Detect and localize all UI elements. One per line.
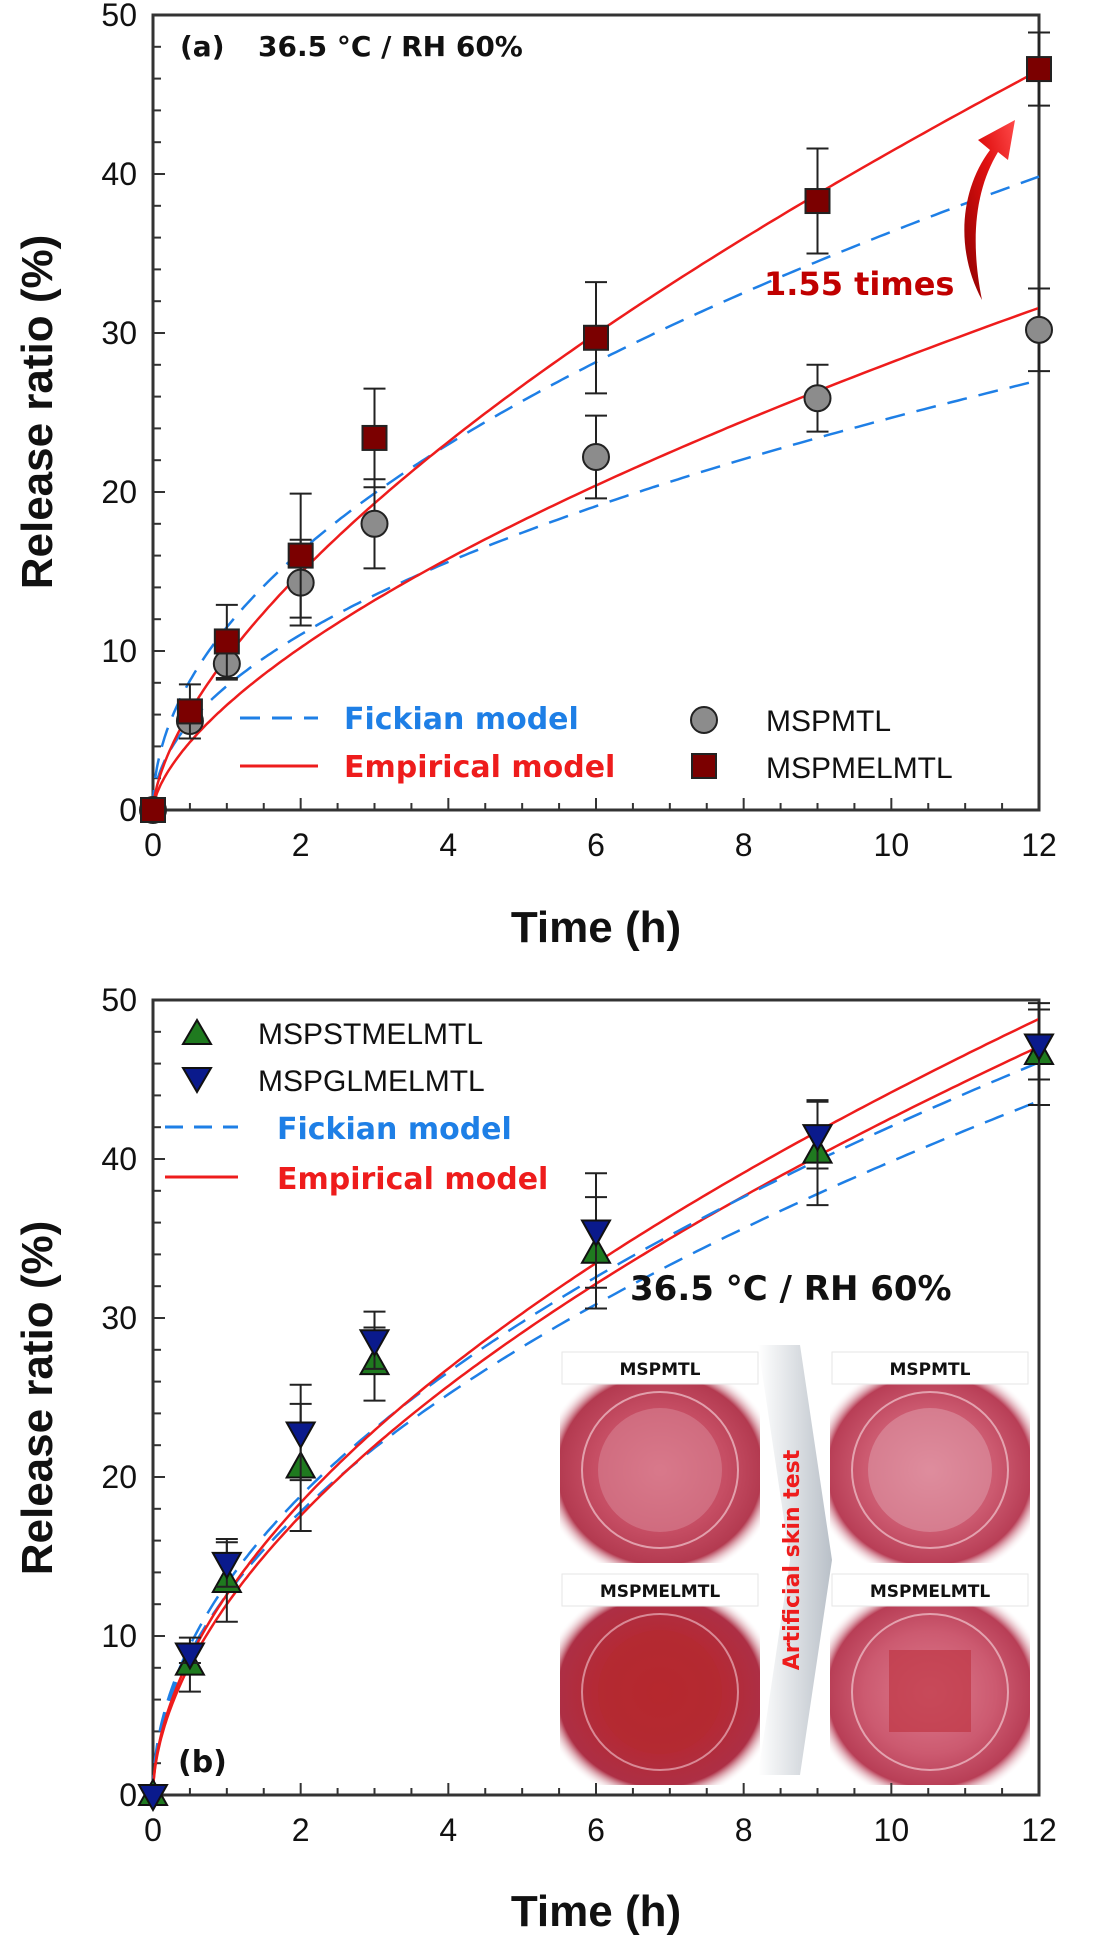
legend-triangle-up-marker xyxy=(181,1018,213,1045)
chart-b-plot-area: 0 10 20 30 40 50 0 2 4 6 8 10 12 xyxy=(101,982,1056,1848)
data-point-mspglmelmtl xyxy=(1023,1033,1055,1062)
y-tick-label: 10 xyxy=(101,1618,137,1654)
photo-label: MSPMELMTL xyxy=(870,1582,990,1602)
panel-label-a: (a) xyxy=(180,30,225,63)
photo-label: MSPMELMTL xyxy=(600,1582,720,1602)
legend-circle-marker xyxy=(690,706,718,734)
annotation-1-55-times: 1.55 times xyxy=(764,265,954,303)
legend-fickian-label: Fickian model xyxy=(344,702,579,737)
x-axis-title-b: Time (h) xyxy=(511,1887,681,1936)
legend-mspstmelmtl-label: MSPSTMELMTL xyxy=(258,1018,483,1051)
photo-mspmtl-after: MSPMTL xyxy=(830,1351,1030,1563)
x-tick-label: 4 xyxy=(439,1812,457,1848)
data-point-mspmelmtl xyxy=(213,628,240,655)
legend-a: Fickian model Empirical model MSPMTL MSP… xyxy=(240,702,953,785)
data-point-mspmtl xyxy=(582,443,610,472)
x-tick-label: 8 xyxy=(735,1812,753,1848)
photo-label: MSPMTL xyxy=(620,1360,701,1380)
x-tick-label: 12 xyxy=(1021,1812,1057,1848)
x-tick-label: 10 xyxy=(874,1812,910,1848)
chart-a-plot-area: 0 10 20 30 40 50 0 2 4 6 8 10 12 xyxy=(101,0,1056,863)
data-point-mspmelmtl xyxy=(804,188,831,215)
x-tick-label: 0 xyxy=(144,1812,162,1848)
data-point-mspglmelmtl xyxy=(358,1329,391,1358)
data-point-mspmtl xyxy=(1025,315,1053,344)
artificial-skin-test-label: Artificial skin test xyxy=(780,1449,805,1670)
x-tick-label: 12 xyxy=(1021,827,1057,863)
data-point-mspglmelmtl xyxy=(137,1784,169,1813)
y-tick-label: 50 xyxy=(101,0,137,33)
x-tick-label: 10 xyxy=(874,827,910,863)
data-point-mspglmelmtl xyxy=(580,1219,612,1248)
y-tick-label: 30 xyxy=(101,1300,137,1336)
x-tick-label: 0 xyxy=(144,827,162,863)
legend-mspmtl-label: MSPMTL xyxy=(766,705,891,738)
legend-square-marker xyxy=(691,753,717,779)
legend-mspmelmtl-label: MSPMELMTL xyxy=(766,752,953,785)
inset-photos: MSPMTL MSPMTL MSPMELMTL MS xyxy=(560,1345,1030,1785)
photo-mspmtl-before: MSPMTL xyxy=(560,1351,760,1563)
data-point-mspmelmtl xyxy=(287,542,314,569)
x-tick-label: 6 xyxy=(587,827,605,863)
data-point-mspmelmtl xyxy=(1026,56,1052,83)
data-point-mspglmelmtl xyxy=(284,1421,317,1450)
y-tick-label: 0 xyxy=(119,792,137,828)
photo-mspmelmtl-before: MSPMELMTL xyxy=(560,1573,760,1785)
legend-triangle-down-marker xyxy=(181,1067,213,1094)
data-point-mspmelmtl xyxy=(140,797,166,823)
x-tick-label: 2 xyxy=(292,1812,310,1848)
chart-a: 0 10 20 30 40 50 0 2 4 6 8 10 12 (a) 36.5 °C / RH 60… xyxy=(13,0,1057,952)
condition-label-b: 36.5 °C / RH 60% xyxy=(630,1269,952,1309)
fickian-curve-mspmtl xyxy=(151,379,1040,811)
fickian-curve-mspstmelmtl xyxy=(151,1099,1040,1796)
x-tick-label: 8 xyxy=(735,827,753,863)
plot-frame xyxy=(151,13,1041,812)
legend-mspglmelmtl-label: MSPGLMELMTL xyxy=(258,1065,485,1098)
curved-arrow-icon xyxy=(964,120,1015,300)
data-point-mspglmelmtl xyxy=(801,1124,834,1153)
photo-label: MSPMTL xyxy=(890,1360,971,1380)
legend-empirical-label: Empirical model xyxy=(344,750,615,785)
condition-label-a: 36.5 °C / RH 60% xyxy=(258,30,523,63)
y-tick-label: 20 xyxy=(101,474,137,510)
photo-mspmelmtl-after: MSPMELMTL xyxy=(830,1573,1030,1785)
y-tick-label: 40 xyxy=(101,156,137,192)
data-point-mspmelmtl xyxy=(176,698,203,725)
fickian-curve-mspglmelmtl xyxy=(151,1061,1040,1796)
y-tick-label: 10 xyxy=(101,633,137,669)
data-point-mspglmelmtl xyxy=(211,1551,243,1580)
data-point-mspmtl xyxy=(360,509,389,538)
data-point-mspglmelmtl xyxy=(174,1642,206,1671)
chart-b: MSPMTL MSPMTL MSPMELMTL MS xyxy=(13,982,1057,1936)
x-tick-label: 4 xyxy=(439,827,457,863)
y-tick-label: 50 xyxy=(101,982,137,1018)
panel-label-b: (b) xyxy=(178,1745,227,1780)
y-axis-title-b: Release ratio (%) xyxy=(13,1221,62,1576)
data-point-mspmelmtl xyxy=(361,424,388,451)
y-tick-label: 30 xyxy=(101,315,137,351)
legend-empirical-label: Empirical model xyxy=(277,1162,548,1197)
y-tick-label: 0 xyxy=(119,1777,137,1813)
legend-b: MSPSTMELMTL MSPGLMELMTL Fickian model Em… xyxy=(165,1018,548,1197)
x-tick-label: 6 xyxy=(587,1812,605,1848)
y-axis-title-a: Release ratio (%) xyxy=(13,235,62,590)
process-arrow-icon xyxy=(758,1345,832,1775)
x-axis-title-a: Time (h) xyxy=(511,903,681,952)
data-point-mspmtl xyxy=(803,384,832,413)
x-tick-label: 2 xyxy=(292,827,310,863)
data-point-mspmelmtl xyxy=(583,324,609,351)
y-tick-label: 20 xyxy=(101,1459,137,1495)
fickian-curve-mspmelmtl xyxy=(151,175,1040,811)
legend-fickian-label: Fickian model xyxy=(277,1112,512,1147)
y-tick-label: 40 xyxy=(101,1141,137,1177)
